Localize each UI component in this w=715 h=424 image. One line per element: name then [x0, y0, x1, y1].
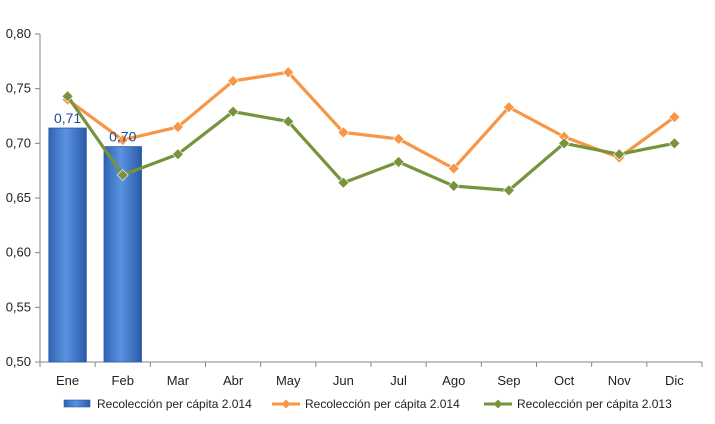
- data-point-marker: [337, 126, 350, 139]
- data-point-marker: [502, 184, 515, 197]
- data-point-marker: [282, 66, 295, 79]
- line-series-1: [61, 66, 681, 175]
- data-point-marker: [171, 148, 184, 161]
- y-tick-label: 0,80: [6, 26, 31, 41]
- x-tick-label: May: [276, 373, 301, 388]
- x-tick-label: Ago: [442, 373, 465, 388]
- line-series-2: [61, 90, 681, 197]
- data-point-marker: [613, 148, 626, 161]
- legend-swatch-marker: [493, 399, 503, 409]
- x-tick-label: Ene: [56, 373, 79, 388]
- x-tick-label: Feb: [112, 373, 134, 388]
- bar-data-labels: 0,71 0,70: [54, 110, 137, 145]
- legend-label: Recolección per cápita 2.014: [97, 397, 252, 411]
- legend: Recolección per cápita 2.014 Recolección …: [63, 397, 672, 411]
- data-point-marker: [61, 90, 74, 103]
- x-tick-label: Jul: [390, 373, 407, 388]
- y-tick-label: 0,65: [6, 190, 31, 205]
- x-tick-label: Jun: [333, 373, 354, 388]
- x-tick-label: Oct: [554, 373, 575, 388]
- data-point-marker: [668, 111, 681, 124]
- data-point-marker: [558, 137, 571, 150]
- y-tick-label: 0,75: [6, 81, 31, 96]
- legend-item: Recolección per cápita 2.013: [484, 397, 672, 411]
- legend-label: Recolección per cápita 2.013: [517, 397, 672, 411]
- y-axis-ticks: 0,50 0,55 0,60 0,65 0,70 0,75 0,80: [6, 26, 40, 369]
- y-tick-label: 0,60: [6, 245, 31, 260]
- x-axis-ticks: Ene Feb Mar Abr May Jun Jul Ago Sep Oct Nov Dic: [39, 362, 703, 388]
- series-line: [66, 95, 675, 192]
- y-tick-label: 0,70: [6, 135, 31, 150]
- data-point-marker: [116, 134, 129, 146]
- bar: [48, 127, 87, 363]
- legend-swatch: [63, 399, 91, 408]
- data-point-marker: [392, 133, 405, 145]
- data-point-marker: [171, 121, 184, 133]
- x-tick-label: Sep: [497, 373, 520, 388]
- legend-swatch-marker: [281, 399, 291, 409]
- line-series-group: [61, 66, 681, 197]
- x-tick-label: Mar: [167, 373, 190, 388]
- series-line: [66, 70, 676, 171]
- legend-item: Recolección per cápita 2.014: [272, 397, 460, 411]
- bar: [103, 146, 142, 363]
- data-point-marker: [447, 162, 460, 175]
- x-tick-label: Abr: [223, 373, 244, 388]
- bar-data-label: 0,71: [54, 110, 81, 126]
- bar-data-label: 0,70: [109, 129, 136, 145]
- data-point-marker: [668, 137, 681, 150]
- x-tick-label: Nov: [608, 373, 632, 388]
- data-point-marker: [282, 115, 295, 128]
- bar-series: [48, 127, 142, 363]
- y-tick-label: 0,55: [6, 299, 31, 314]
- data-point-marker: [227, 105, 240, 118]
- data-point-marker: [502, 101, 515, 114]
- legend-label: Recolección per cápita 2.014: [305, 397, 460, 411]
- data-point-marker: [337, 176, 350, 189]
- x-tick-label: Dic: [665, 373, 684, 388]
- data-point-marker: [227, 75, 240, 87]
- data-point-marker: [116, 169, 129, 181]
- y-tick-label: 0,50: [6, 354, 31, 369]
- legend-item: Recolección per cápita 2.014: [63, 397, 252, 411]
- data-point-marker: [447, 180, 460, 192]
- data-point-marker: [392, 155, 405, 168]
